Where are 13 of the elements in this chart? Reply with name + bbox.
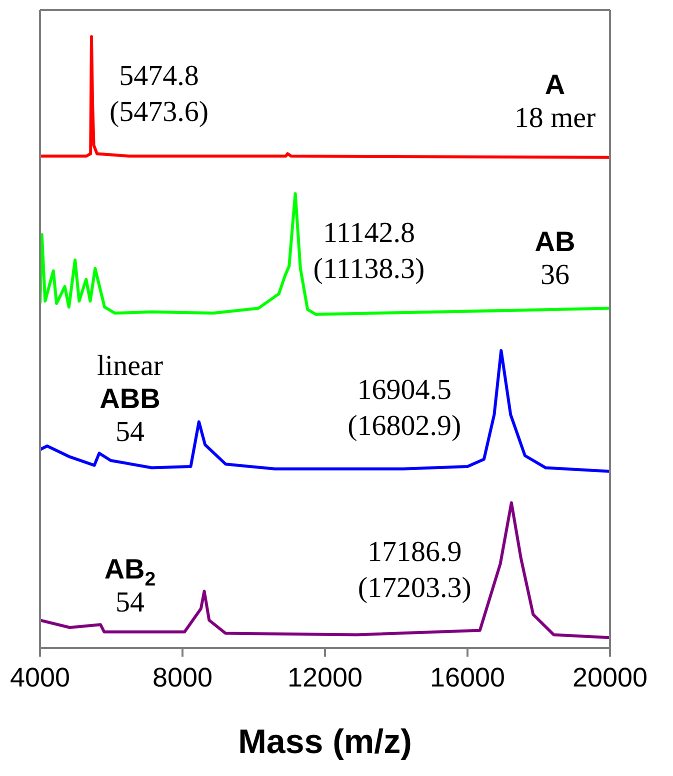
x-tick-label: 4000: [10, 662, 70, 692]
annotation: 5474.8 (5473.6): [109, 60, 209, 128]
x-tick-label: 12000: [287, 662, 363, 692]
series-label: AB 36: [534, 226, 576, 292]
annotation: 17186.9 (17203.3): [358, 536, 472, 604]
annotation: 16904.5 (16802.9): [348, 374, 462, 442]
x-axis-title: Mass (m/z): [238, 722, 412, 761]
x-tick-label: 8000: [152, 662, 213, 692]
x-tick-label: 16000: [430, 662, 506, 692]
x-tick-label: 20000: [572, 662, 648, 692]
series-label: linear ABB 54: [96, 350, 164, 448]
annotation: 11142.8 (11138.3): [313, 216, 425, 285]
series-label: A 18 mer: [514, 69, 596, 134]
